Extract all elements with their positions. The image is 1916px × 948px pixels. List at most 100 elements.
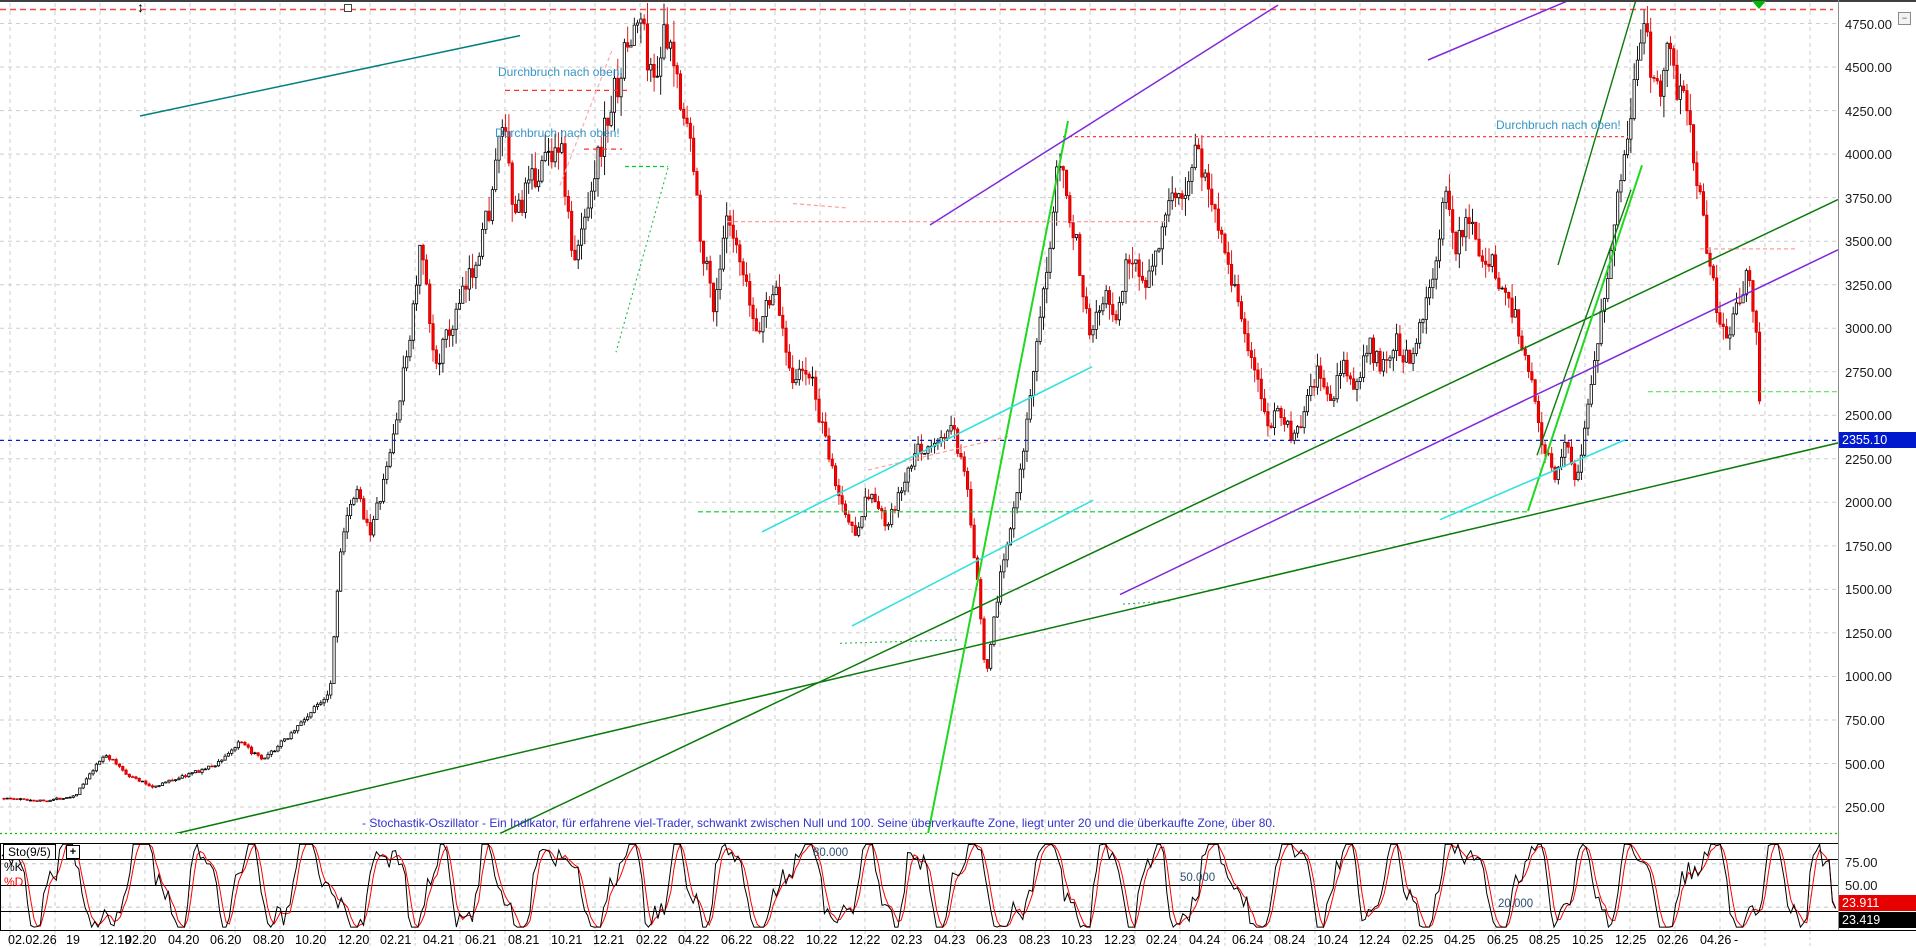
x-axis-label: 02.24 (1146, 933, 1178, 947)
x-axis-label: 04.22 (678, 933, 710, 947)
x-axis-label: 04.26 (1700, 933, 1732, 947)
x-axis-label: 08.24 (1274, 933, 1306, 947)
green-major-1[interactable] (148, 441, 1845, 840)
x-axis-label: 04.23 (934, 933, 966, 947)
price-axis-label: 500.00 (1845, 757, 1885, 772)
sto-level-label-80: 80.000 (813, 847, 849, 859)
price-axis-label: 2500.00 (1845, 408, 1892, 423)
x-axis-label: 04.25 (1444, 933, 1476, 947)
x-axis-label: 10.25 (1572, 933, 1604, 947)
x-axis-label: 19 (66, 933, 80, 947)
sto-level-label-50: 50.000 (1180, 872, 1216, 884)
candles-up-wicks (6, 3, 1747, 802)
price-axis-label: 2750.00 (1845, 365, 1892, 380)
x-axis-label: 12.25 (1615, 933, 1647, 947)
x-axis-label: 06.20 (210, 933, 242, 947)
green-major-2[interactable] (497, 198, 1838, 835)
teal-trend[interactable] (139, 34, 521, 117)
x-axis-label: 10.21 (551, 933, 583, 947)
x-axis-label: 12.24 (1359, 933, 1391, 947)
sto-k-legend: %K (4, 860, 23, 874)
price-axis-label: 1000.00 (1845, 669, 1892, 684)
x-axis-label: 08.25 (1529, 933, 1561, 947)
sto-indicator-label[interactable]: Sto(9/5) (3, 844, 56, 860)
sto-k-line[interactable] (1, 844, 1837, 929)
gridlines (0, 3, 1838, 946)
purple-trend-2[interactable] (1119, 249, 1838, 596)
breakout-annotation[interactable]: Durchbruch nach oben! (1496, 118, 1621, 132)
x-axis-label: 04.24 (1189, 933, 1221, 947)
sto-level-label-20: 20.000 (1498, 898, 1534, 910)
salmon-level-2[interactable] (792, 203, 849, 209)
x-axis-label: 10.22 (806, 933, 838, 947)
price-axis-label: 250.00 (1845, 800, 1885, 815)
x-axis-label: 02.21 (380, 933, 412, 947)
price-axis-label: 4250.00 (1845, 104, 1892, 119)
x-axis-label: 10.23 (1061, 933, 1093, 947)
x-axis-label: 02.02.26 (8, 933, 57, 947)
cyan-trend-3[interactable] (1439, 439, 1626, 521)
price-axis-label: 750.00 (1845, 713, 1885, 728)
sto-k-value-tag: 23.419 (1839, 912, 1916, 928)
candles-down-bodies (2, 18, 1762, 803)
breakout-annotation[interactable]: Durchbruch nach oben! (498, 65, 623, 79)
axis-collapse-icon[interactable]: − (1898, 12, 1911, 25)
x-axis-label: 04.21 (423, 933, 455, 947)
x-axis-label: 12.23 (1104, 933, 1136, 947)
x-axis-label: 06.25 (1487, 933, 1519, 947)
x-axis-label: 12.22 (849, 933, 881, 947)
price-axis-label: 1250.00 (1845, 626, 1892, 641)
x-axis-label: 08.22 (763, 933, 795, 947)
price-axis-label: 2000.00 (1845, 495, 1892, 510)
purple-trend-1[interactable] (929, 4, 1279, 226)
sto-d-legend: %D (4, 875, 24, 889)
x-axis-label: 04.20 (168, 933, 200, 947)
green-steep-2025c[interactable] (1557, 0, 1637, 266)
x-axis-label: 02.20 (125, 933, 157, 947)
price-axis-label: 3250.00 (1845, 278, 1892, 293)
price-axis-label: 4750.00 (1845, 17, 1892, 32)
x-axis-label: 08.23 (1019, 933, 1051, 947)
x-axis-label: 10.20 (295, 933, 327, 947)
sto-d-value-tag: 23.911 (1839, 895, 1916, 911)
green-steep-2023[interactable] (927, 120, 1069, 834)
breakout-annotation[interactable]: Durchbruch nach oben! (495, 126, 620, 140)
x-axis-label: 02.23 (891, 933, 923, 947)
x-axis-label: 12.19 (100, 933, 132, 947)
price-axis-label: 4500.00 (1845, 60, 1892, 75)
x-axis-label: 06.24 (1232, 933, 1264, 947)
x-axis-label: 06.21 (465, 933, 497, 947)
purple-trend-3[interactable] (1427, 0, 1570, 61)
price-axis-label: 4000.00 (1845, 147, 1892, 162)
x-axis-label: 12.21 (593, 933, 625, 947)
sto-expand-icon[interactable]: + (66, 845, 80, 859)
cyan-trend-1[interactable] (761, 366, 1093, 533)
x-axis-label: 08.21 (508, 933, 540, 947)
price-axis-label: 1500.00 (1845, 582, 1892, 597)
sto-axis-label-50: 50.00 (1845, 878, 1878, 893)
x-axis-label: 12.20 (338, 933, 370, 947)
move-cursor-icon: ↕ (137, 0, 144, 15)
sto-axis-label-75: 75.00 (1845, 855, 1878, 870)
green-dot-a[interactable] (839, 639, 961, 644)
price-axis-label: 2250.00 (1845, 452, 1892, 467)
x-axis-label: 10.24 (1317, 933, 1349, 947)
candles-up-bodies (5, 18, 1748, 802)
salmon-diag[interactable] (867, 435, 1011, 471)
green-steep-2025b[interactable] (1536, 189, 1632, 456)
x-axis-label: - (1734, 933, 1739, 947)
green-dot-diag[interactable] (615, 167, 669, 353)
last-price-tag: 2355.10 (1839, 432, 1916, 448)
price-axis-label: 1750.00 (1845, 539, 1892, 554)
indicator-description-text: - Stochastik-Oszillator - Ein Indikator,… (362, 816, 1276, 830)
line-drag-handle[interactable] (344, 4, 352, 12)
x-axis-label: 06.22 (721, 933, 753, 947)
price-axis-label: 3750.00 (1845, 191, 1892, 206)
x-axis-label: 06.23 (976, 933, 1008, 947)
x-axis-label: 02.26 (1657, 933, 1689, 947)
cyan-trend-2[interactable] (851, 499, 1094, 627)
pink-steep[interactable] (559, 47, 614, 186)
green-steep-2025[interactable] (1527, 164, 1643, 512)
